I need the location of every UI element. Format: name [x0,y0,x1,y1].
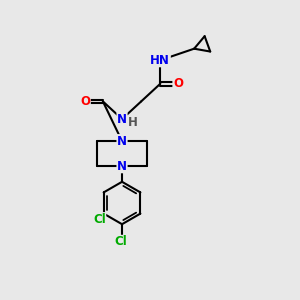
Text: N: N [117,112,127,126]
Text: N: N [117,135,127,148]
Text: N: N [117,160,127,173]
Text: Cl: Cl [114,236,127,248]
Text: HN: HN [150,54,170,67]
Text: H: H [128,116,137,128]
Text: O: O [80,95,90,108]
Text: O: O [173,77,183,90]
Text: Cl: Cl [93,213,106,226]
